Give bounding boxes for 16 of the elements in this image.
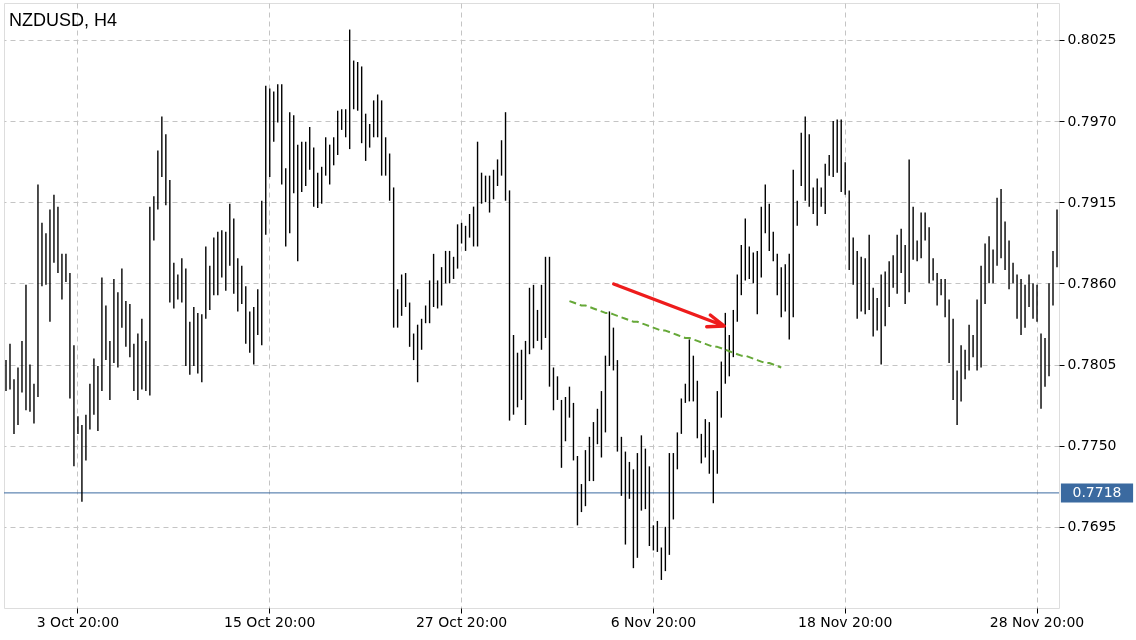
y-tick-label: 0.7695: [1067, 518, 1117, 535]
y-tick-label: 0.7970: [1067, 112, 1117, 129]
x-tick-label: 3 Oct 20:00: [36, 613, 120, 630]
y-tick-label: 0.8025: [1067, 31, 1117, 48]
line-series: [568, 300, 783, 369]
y-tick-label: 0.7805: [1067, 356, 1117, 373]
y-tick-label: 0.7750: [1067, 437, 1117, 454]
x-tick-label: 15 Oct 20:00: [224, 613, 316, 630]
x-tick-label: 28 Nov 20:00: [989, 613, 1085, 630]
y-tick-label: 0.7915: [1067, 193, 1117, 210]
ref-line-label: 0.7718: [1072, 483, 1122, 500]
y-tick-label: 0.7860: [1067, 274, 1117, 291]
chart-title: NZDUSD, H4: [9, 10, 118, 30]
x-tick-label: 18 Nov 20:00: [798, 613, 893, 630]
x-tick-label: 6 Nov 20:00: [610, 613, 697, 630]
x-tick-label: 27 Oct 20:00: [415, 613, 508, 630]
